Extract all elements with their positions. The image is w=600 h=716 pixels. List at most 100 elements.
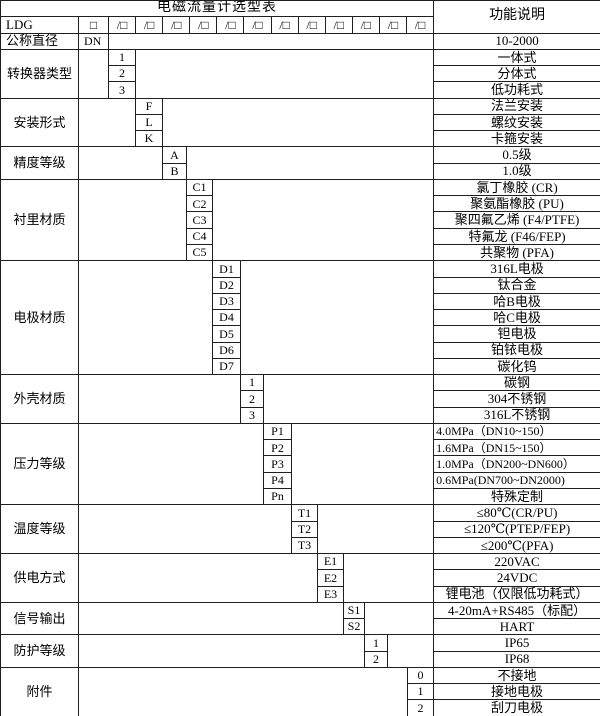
code-cell: C5: [186, 243, 213, 262]
empty-cell: [211, 178, 435, 262]
code-cell: C3: [186, 211, 213, 229]
empty-cell: [161, 97, 435, 148]
empty-cell: [78, 48, 109, 99]
empty-cell: [316, 504, 435, 555]
model-slot-box: /□: [351, 17, 379, 33]
code-cell: D4: [212, 309, 241, 327]
function-cell: 聚四氟乙烯 (F4/PTFE): [433, 211, 600, 229]
code-cell: L: [135, 113, 163, 132]
code-cell: C1: [186, 178, 213, 197]
empty-cell: [342, 553, 435, 603]
model-slot-box: /□: [324, 17, 352, 33]
function-cell: 钽电极: [433, 325, 600, 343]
function-cell: 分体式: [433, 65, 600, 83]
function-cell: 10-2000: [433, 32, 600, 50]
table-row: 电极材质 D1 316L电极: [0, 260, 600, 376]
model-slots-cell: /□/□/□/□/□/□/□/□/□/□/□/□: [107, 16, 435, 34]
category-label: 安装形式: [0, 97, 79, 148]
function-cell: 4.0MPa（DN10~150）: [433, 422, 600, 441]
function-cell: 一体式: [433, 48, 600, 67]
function-cell: 特氟龙 (F46/FEP): [433, 227, 600, 245]
table-row: D2 钛合金: [1, 276, 600, 294]
empty-cell: [78, 374, 241, 424]
table-row: 精度等级 A 0.5级: [0, 146, 600, 180]
category-label: 精度等级: [0, 146, 79, 180]
code-cell: D5: [212, 325, 241, 343]
empty-cell: [290, 422, 435, 506]
model-base-box-cell: □: [78, 16, 109, 34]
code-cell: C4: [186, 227, 213, 245]
function-cell: 1.0MPa（DN200~DN600）: [433, 455, 600, 473]
category-label: 防护等级: [0, 634, 79, 668]
function-cell: 螺纹安装: [433, 113, 600, 132]
function-cell: 316L电极: [433, 260, 600, 278]
table-title: 电磁流量计选型表: [0, 0, 435, 18]
function-cell: 氯丁橡胶 (CR): [433, 178, 600, 197]
model-slot-box: /□: [135, 17, 162, 33]
code-cell: 1: [364, 634, 388, 652]
table-row: B 1.0级: [1, 162, 600, 180]
category-label: 温度等级: [0, 504, 79, 555]
code-cell: DN: [78, 32, 109, 50]
empty-cell: [185, 146, 435, 180]
model-slot-row: /□/□/□/□/□/□/□/□/□/□/□/□: [110, 17, 433, 33]
function-cell: 220VAC: [433, 553, 600, 571]
function-cell: IP65: [433, 634, 600, 652]
function-cell: HART: [433, 618, 600, 636]
category-label: 压力等级: [0, 422, 79, 506]
table-row: 电磁流量计选型表 功能说明: [0, 0, 600, 34]
table-row: E2 24VDC: [1, 569, 600, 587]
code-cell: 2: [108, 65, 136, 83]
function-cell: 304不锈钢: [433, 390, 600, 408]
category-label: 电极材质: [0, 260, 79, 376]
function-cell: 锂电池（仅限低功耗式）: [433, 585, 600, 603]
function-cell: 碳化钨: [433, 357, 600, 376]
table-row: T2 ≤120℃(PTEP/FEP): [1, 520, 600, 538]
model-slot-box: /□: [116, 17, 128, 32]
function-cell: 低功耗式: [433, 81, 600, 99]
table-row: 衬里材质 C1 氯丁橡胶 (CR): [0, 178, 600, 262]
code-cell: P2: [263, 439, 292, 457]
model-slot-box: /□: [378, 17, 406, 33]
empty-cell: [78, 666, 408, 716]
table-row: 防护等级 1 IP65: [0, 634, 600, 668]
code-cell: F: [135, 97, 163, 115]
function-cell: 4-20mA+RS485（标配）: [433, 601, 600, 620]
function-cell: 铂铱电极: [433, 341, 600, 359]
table-row: D6 铂铱电极: [1, 341, 600, 359]
code-cell: Pn: [263, 487, 292, 506]
table-row: D4 哈C电极: [1, 309, 600, 327]
table-row: 信号输出 S1 4-20mA+RS485（标配）: [0, 601, 600, 636]
model-slot-box: /□: [406, 17, 433, 33]
category-label: 信号输出: [0, 601, 79, 636]
code-cell: 3: [108, 81, 136, 99]
category-label: 外壳材质: [0, 374, 79, 424]
code-cell: 0: [406, 666, 435, 685]
code-cell: B: [162, 162, 187, 180]
code-cell: S1: [343, 601, 365, 620]
code-cell: 2: [406, 699, 435, 716]
empty-cell: [239, 260, 435, 376]
table-row: 温度等级 T1 ≤80℃(CR/PU): [0, 504, 600, 555]
code-cell: E1: [317, 553, 344, 571]
table-row: Pn 特殊定制: [1, 487, 600, 506]
function-cell: 不接地: [433, 666, 600, 685]
function-cell: 1.0级: [433, 162, 600, 180]
function-cell: 刮刀电极: [433, 699, 600, 716]
function-cell: 碳钢: [433, 374, 600, 392]
table-row: LDG □/□/□/□/□/□/□/□/□/□/□/□/□: [0, 16, 600, 34]
empty-cell: [78, 504, 292, 555]
function-cell: 0.6MPa(DN700~DN2000): [433, 471, 600, 489]
code-cell: 2: [240, 390, 264, 408]
function-cell: 聚氨酯橡胶 (PU): [433, 195, 600, 213]
function-cell: 0.5级: [433, 146, 600, 164]
empty-cell: [262, 374, 435, 424]
code-cell: D3: [212, 292, 241, 311]
code-cell: P4: [263, 471, 292, 489]
model-slot-box: /□: [297, 17, 325, 33]
empty-cell: [78, 553, 318, 603]
code-cell: 1: [406, 683, 435, 701]
code-cell: P1: [263, 422, 292, 441]
function-cell: ≤120℃(PTEP/FEP): [433, 520, 600, 538]
